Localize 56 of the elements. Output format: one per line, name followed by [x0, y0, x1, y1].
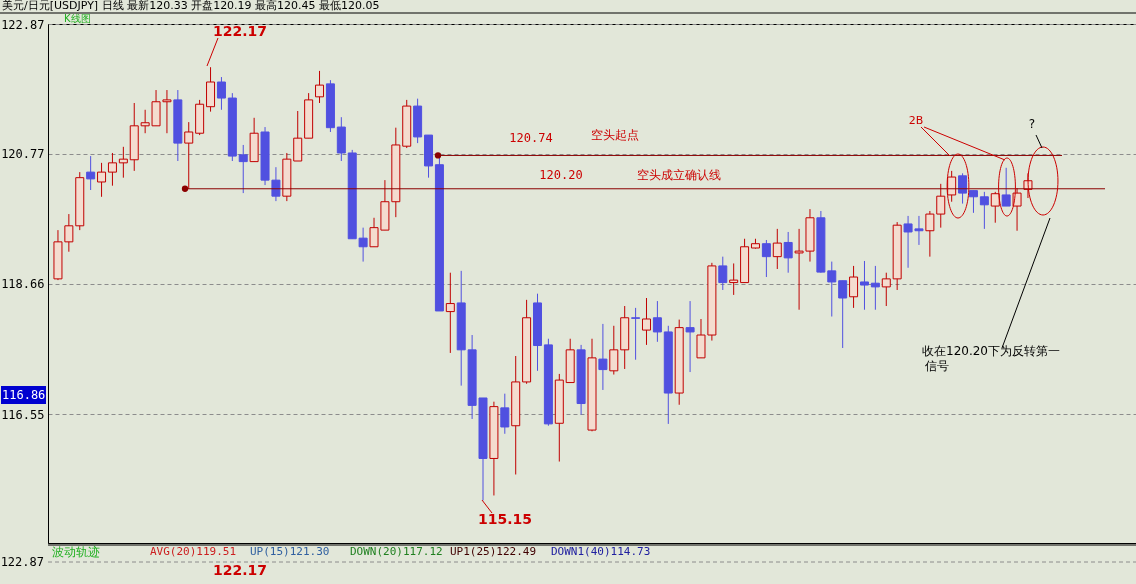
candlestick	[947, 170, 957, 203]
text: 波动轨迹	[52, 545, 100, 559]
text: UP(15)121.30	[250, 545, 330, 558]
candlestick	[97, 162, 107, 198]
annotation: 空头起点	[591, 128, 639, 143]
chart-title: 美元/日元[USDJPY] 日线 最新120.33 开盘120.19 最高120.45 最低120.05	[2, 0, 380, 12]
annotation: 2B	[908, 114, 924, 127]
candlestick	[641, 297, 651, 346]
candlestick	[293, 110, 303, 162]
candlestick	[598, 323, 608, 391]
candlestick	[870, 265, 880, 311]
y-tick-label: 116.55	[1, 407, 45, 422]
text: 116.86	[2, 387, 46, 402]
candlestick	[772, 228, 782, 270]
candlestick	[652, 300, 662, 343]
y-tick-label: 122.87	[1, 17, 45, 32]
y-tick-label: 118.66	[1, 277, 45, 292]
ref-line-label: 120.20	[539, 167, 583, 182]
candlestick	[783, 231, 793, 274]
candlestick	[631, 307, 641, 361]
candlestick	[881, 272, 891, 307]
annotation: 信号	[925, 359, 949, 373]
text: 122.17	[212, 562, 268, 578]
annotation: 122.17	[212, 23, 268, 39]
candlestick	[685, 300, 695, 373]
candlestick	[1001, 167, 1011, 207]
candlestick	[445, 272, 455, 354]
candlestick	[107, 152, 117, 187]
candlestick	[761, 239, 771, 278]
candlestick	[859, 260, 869, 311]
candlestick	[718, 256, 728, 291]
candlestick	[838, 280, 848, 349]
annotation: ?	[1028, 117, 1036, 131]
candlestick	[968, 190, 978, 214]
y-tick-label: 120.77	[1, 147, 45, 162]
candlestick	[500, 393, 510, 435]
candlestick	[849, 265, 859, 309]
text: DOWN1(40)114.73	[551, 545, 651, 558]
annotation: 115.15	[477, 511, 533, 527]
candlestick	[118, 146, 128, 179]
ref-line-label: 120.74	[509, 131, 553, 146]
candlestick	[609, 325, 619, 376]
candlestick	[216, 76, 226, 111]
candlestick	[238, 144, 248, 194]
text: AVG(20)119.51	[150, 545, 237, 558]
text: K线图	[64, 13, 91, 24]
candlestick	[315, 70, 325, 104]
candlestick	[86, 155, 96, 191]
candlestick	[990, 191, 1000, 224]
candlestick	[958, 172, 968, 205]
text: DOWN(20)117.12	[350, 545, 443, 558]
text: UP1(25)122.49	[450, 545, 537, 558]
annotation: 收在120.20下为反转第一	[922, 344, 1060, 358]
candlestick	[729, 262, 739, 296]
candlestick	[979, 191, 989, 230]
annotation: 空头成立确认线	[637, 168, 721, 182]
